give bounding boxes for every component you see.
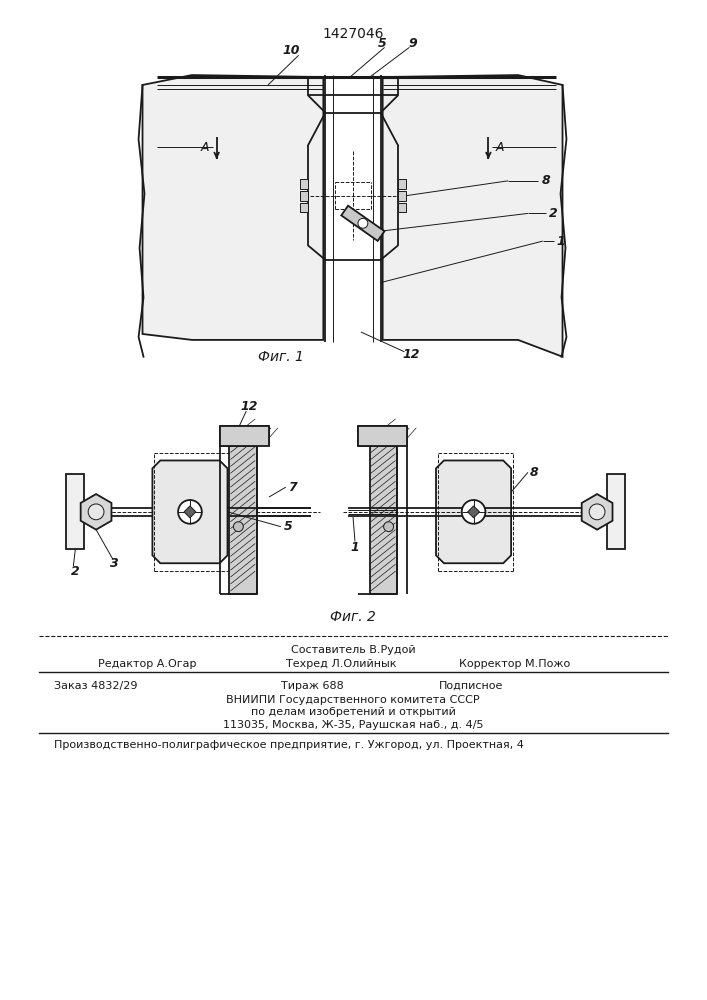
Circle shape [178, 500, 201, 524]
Circle shape [88, 504, 104, 520]
Text: 113035, Москва, Ж-35, Раушская наб., д. 4/5: 113035, Москва, Ж-35, Раушская наб., д. … [223, 720, 484, 730]
Polygon shape [153, 460, 228, 563]
Circle shape [589, 504, 605, 520]
Circle shape [462, 500, 486, 524]
Bar [300, 179, 308, 189]
Text: 8: 8 [542, 174, 550, 187]
Text: Тираж 688: Тираж 688 [281, 681, 344, 691]
Text: 1: 1 [351, 541, 359, 554]
Text: 12: 12 [402, 348, 420, 361]
Polygon shape [143, 75, 323, 340]
Text: Фиг. 2: Фиг. 2 [330, 610, 376, 624]
Bar [607, 474, 625, 549]
Text: 8: 8 [530, 466, 538, 479]
Text: 5: 5 [284, 520, 292, 533]
Bar [300, 191, 308, 201]
Text: Корректор М.Пожо: Корректор М.Пожо [459, 659, 570, 669]
Text: Составитель В.Рудой: Составитель В.Рудой [291, 645, 415, 655]
Text: 2: 2 [549, 207, 558, 220]
Polygon shape [467, 506, 479, 518]
Bar [230, 433, 257, 594]
Text: 1: 1 [556, 235, 565, 248]
Bar [399, 191, 407, 201]
Text: 9: 9 [409, 37, 418, 50]
Bar [300, 203, 308, 212]
Circle shape [384, 522, 394, 532]
Bar [399, 203, 407, 212]
Text: А: А [201, 141, 209, 154]
Polygon shape [582, 494, 612, 530]
Bar [370, 433, 397, 594]
Bar [399, 179, 407, 189]
Circle shape [358, 218, 368, 228]
Polygon shape [382, 75, 563, 357]
Bar [220, 426, 269, 446]
Text: 1427046: 1427046 [322, 27, 384, 41]
Text: Заказ 4832/29: Заказ 4832/29 [54, 681, 137, 691]
Text: А: А [496, 141, 505, 154]
Bar [358, 426, 407, 446]
Polygon shape [184, 506, 196, 518]
Text: 3: 3 [110, 557, 119, 570]
Circle shape [233, 522, 243, 532]
Polygon shape [81, 494, 112, 530]
Bar [66, 474, 84, 549]
Polygon shape [341, 206, 385, 241]
Text: 10: 10 [282, 44, 300, 57]
Text: 7: 7 [288, 481, 297, 494]
Text: 2: 2 [71, 565, 80, 578]
Text: Подписное: Подписное [439, 681, 503, 691]
Polygon shape [436, 460, 511, 563]
Text: Редактор А.Огар: Редактор А.Огар [98, 659, 197, 669]
Text: Техред Л.Олийнык: Техред Л.Олийнык [286, 659, 397, 669]
Text: ВНИИПИ Государственного комитета СССР: ВНИИПИ Государственного комитета СССР [226, 695, 480, 705]
Text: Производственно-полиграфическое предприятие, г. Ужгород, ул. Проектная, 4: Производственно-полиграфическое предприя… [54, 740, 523, 750]
Text: Фиг. 1: Фиг. 1 [258, 350, 304, 364]
Text: 5: 5 [378, 37, 387, 50]
Text: по делам изобретений и открытий: по делам изобретений и открытий [250, 707, 455, 717]
Text: 12: 12 [240, 400, 258, 413]
